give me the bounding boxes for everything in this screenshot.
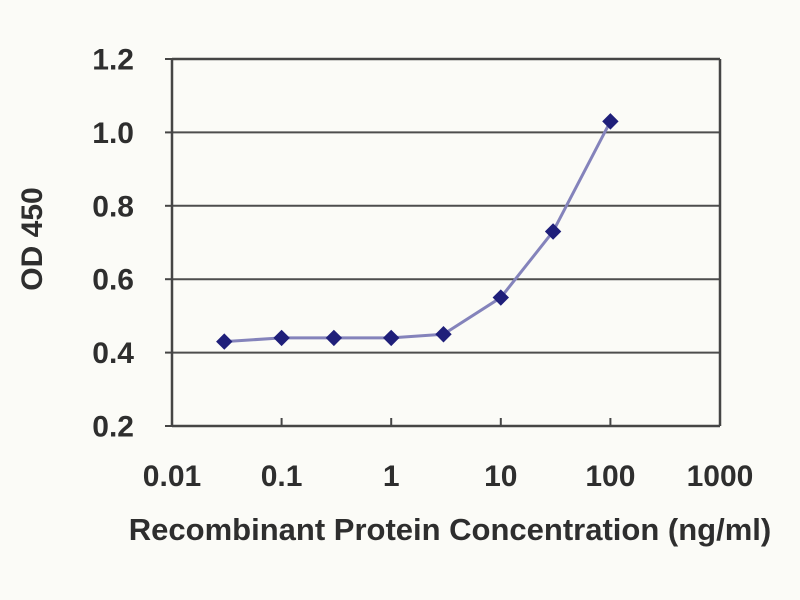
x-tick-labels: 0.01 0.1 1 10 100 1000 bbox=[143, 460, 754, 493]
y-tick-label: 0.8 bbox=[92, 190, 134, 223]
data-point-marker bbox=[382, 329, 400, 347]
x-tick-label: 0.1 bbox=[261, 460, 303, 493]
x-tick-label: 0.01 bbox=[143, 460, 201, 493]
data-point-marker bbox=[435, 326, 452, 343]
x-tick-label: 100 bbox=[585, 460, 635, 493]
data-point-marker bbox=[216, 333, 233, 350]
tick-marks bbox=[165, 58, 721, 427]
data-point-marker bbox=[602, 113, 619, 130]
x-tick-label: 1000 bbox=[687, 460, 754, 493]
x-axis-label: Recombinant Protein Concentration (ng/ml… bbox=[129, 512, 771, 547]
y-tick-label: 0.4 bbox=[92, 337, 134, 370]
y-tick-labels: 0.2 0.4 0.6 0.8 1.0 1.2 bbox=[92, 44, 134, 444]
y-axis-label: OD 450 bbox=[16, 187, 49, 290]
y-tick-label: 1.0 bbox=[92, 117, 134, 150]
y-tick-label: 0.2 bbox=[92, 411, 134, 444]
data-point-marker bbox=[492, 289, 510, 306]
data-point-marker bbox=[325, 329, 343, 347]
axes bbox=[170, 57, 722, 428]
x-tick-label: 10 bbox=[484, 460, 517, 493]
y-tick-label: 1.2 bbox=[92, 44, 134, 77]
data-series bbox=[216, 113, 619, 350]
data-line bbox=[222, 119, 612, 344]
data-point-marker bbox=[273, 329, 290, 347]
y-tick-label: 0.6 bbox=[92, 264, 134, 297]
data-point-marker bbox=[544, 223, 562, 240]
gridlines bbox=[172, 58, 720, 427]
x-tick-label: 1 bbox=[383, 460, 400, 493]
